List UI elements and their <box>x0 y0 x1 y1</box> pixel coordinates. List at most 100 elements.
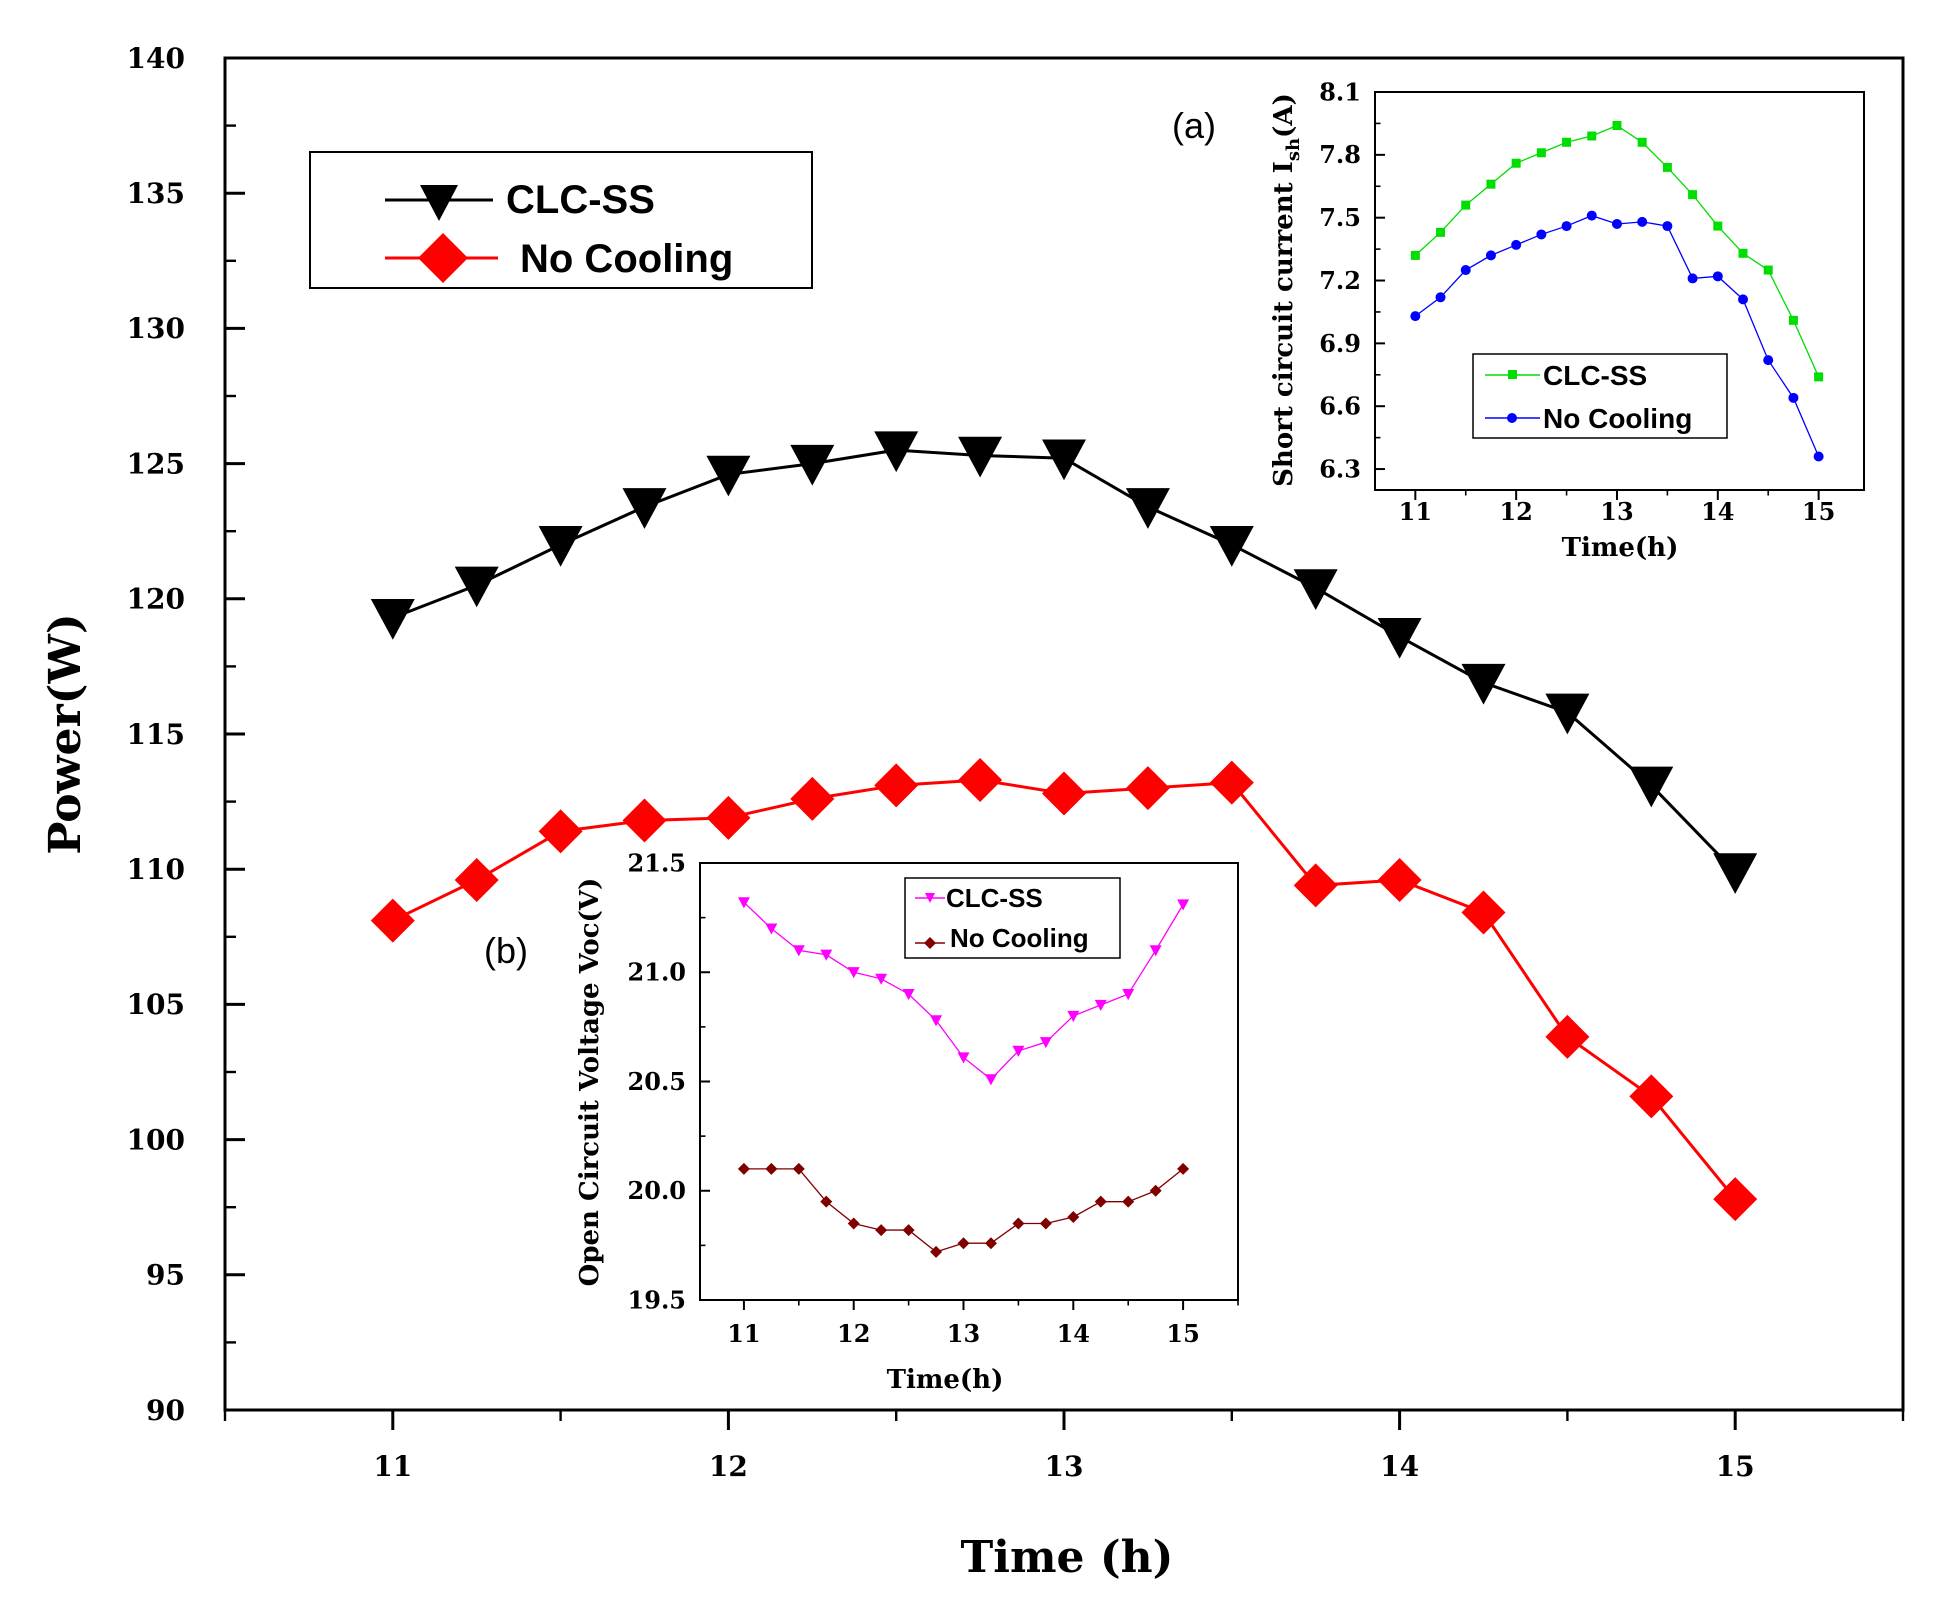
inset-b-series-0-point <box>957 1052 970 1064</box>
inset-b-x-tick-label: 15 <box>1166 1319 1199 1348</box>
inset-b-series-1-point <box>984 1237 997 1250</box>
inset-b-x-tick-label: 13 <box>947 1319 980 1348</box>
inset-a-series-0-point <box>1511 158 1521 168</box>
inset-a-series-1-point <box>1485 250 1496 261</box>
main-series-1-point <box>1125 766 1170 811</box>
main-y-tick-label: 120 <box>127 583 185 616</box>
main-series-1-point <box>1293 863 1338 908</box>
inset-a-x-tick-label: 13 <box>1600 497 1633 526</box>
main-series-1-point <box>538 809 583 854</box>
inset-a-legend-label-no-cooling: No Cooling <box>1543 403 1692 434</box>
main-series-0-point <box>790 444 835 486</box>
legend-label-clc-ss: CLC-SS <box>506 178 655 222</box>
inset-a-series-0-point <box>1788 315 1798 325</box>
main-series-1-point <box>1377 858 1422 903</box>
inset-b-series-1-point <box>902 1224 915 1237</box>
inset-a-series-1-point <box>1738 294 1749 305</box>
inset-a-legend-marker-clc-ss <box>1508 370 1517 379</box>
main-y-tick-label: 110 <box>127 853 185 886</box>
inset-b-series-0-point <box>930 1015 943 1027</box>
inset-a-series-0-point <box>1637 137 1647 147</box>
inset-a-series-1-point <box>1410 311 1421 322</box>
main-series-0-point <box>1125 488 1170 529</box>
main-y-tick-label: 125 <box>127 447 185 480</box>
main-x-tick-label: 12 <box>709 1450 748 1483</box>
inset-a-chart: 6.3 6.6 6.9 7.2 7.5 7.8 8.1 11 12 13 14 15 (a) Time… <box>1172 77 1865 563</box>
main-series-1-point <box>874 763 919 808</box>
main-y-tick-label: 130 <box>127 312 185 345</box>
inset-b-series-1-point <box>820 1195 833 1208</box>
legend-marker-clc-ss <box>420 185 458 221</box>
inset-a-series-0-point <box>1814 372 1824 382</box>
inset-b-x-tick-label: 12 <box>837 1319 870 1348</box>
inset-a-series-1-point <box>1460 265 1471 276</box>
inset-b-chart: 19.5 20.0 20.5 21.0 21.5 11 12 13 14 15 (b) Time(… <box>484 848 1240 1395</box>
inset-a-series-1-point <box>1763 355 1774 366</box>
inset-a-panel-label: (a) <box>1172 105 1216 146</box>
main-series-0-point <box>1545 693 1590 735</box>
inset-b-x-tick-label: 14 <box>1057 1319 1090 1348</box>
main-series-1-point <box>370 898 415 943</box>
inset-a-background <box>1365 90 1854 510</box>
inset-a-series-1-point <box>1813 451 1824 462</box>
main-series-1-point <box>706 795 751 840</box>
inset-a-series-0-point <box>1662 162 1672 172</box>
inset-a-x-tick-label: 14 <box>1701 497 1734 526</box>
inset-b-series-0-point <box>1094 999 1107 1012</box>
inset-a-series-0-point <box>1738 248 1748 258</box>
inset-b-series-1-point <box>765 1162 778 1175</box>
inset-a-series-1-point <box>1435 292 1446 303</box>
inset-a-x-tick-label: 15 <box>1802 497 1835 526</box>
inset-a-series-0-point <box>1612 121 1622 131</box>
inset-b-series-0-point <box>820 949 833 961</box>
inset-b-series-0-point <box>1122 989 1135 1001</box>
inset-b-legend-marker-no-cooling <box>924 937 936 949</box>
inset-a-y-tick-label: 6.3 <box>1319 454 1361 483</box>
inset-a-y-tick-label: 7.8 <box>1319 140 1361 169</box>
inset-a-series-1-point <box>1586 210 1597 221</box>
main-series-0-point <box>706 455 751 497</box>
main-series-0-point <box>1209 526 1254 567</box>
main-series-0-point <box>1629 766 1674 808</box>
main-series-1-point <box>1042 771 1086 816</box>
legend-marker-no-cooling <box>418 233 468 283</box>
inset-b-series-1-point <box>1067 1210 1080 1223</box>
inset-b-series-0-point <box>1149 945 1162 957</box>
inset-a-series-0-point <box>1763 265 1773 275</box>
main-series-0-point <box>538 526 583 567</box>
inset-b-legend-label-clc-ss: CLC-SS <box>946 883 1043 913</box>
inset-a-plot-frame <box>1374 91 1865 491</box>
main-x-tick-label: 13 <box>1045 1450 1084 1483</box>
inset-a-legend-box <box>1472 353 1728 439</box>
main-y-tick-label: 135 <box>127 177 185 210</box>
inset-a-x-axis-label: Time(h) <box>1562 533 1679 563</box>
inset-b-series-1-point <box>930 1245 943 1258</box>
inset-b-x-tick-label: 11 <box>727 1319 760 1348</box>
main-series-0-point <box>1377 617 1422 659</box>
main-x-tick-label: 11 <box>373 1450 412 1483</box>
main-series-0-point <box>1713 853 1758 894</box>
inset-b-y-tick-label: 20.0 <box>628 1176 686 1205</box>
inset-b-y-axis-label: Open Circuit Voltage Voc(V) <box>575 878 605 1287</box>
inset-a-series-1-point <box>1536 229 1547 240</box>
main-series-1-point <box>1461 890 1506 935</box>
inset-a-y-tick-label: 7.5 <box>1319 203 1361 232</box>
main-y-tick-label: 105 <box>127 988 185 1021</box>
inset-a-x-tick-label: 12 <box>1499 497 1532 526</box>
inset-b-series-0-point <box>847 967 860 979</box>
inset-a-series-1-point <box>1511 239 1522 250</box>
main-y-tick-label: 140 <box>127 42 185 75</box>
inset-b-series-1-point <box>1094 1195 1107 1208</box>
inset-a-series-1-point <box>1788 392 1799 403</box>
main-y-tick-label: 95 <box>146 1259 185 1292</box>
inset-b-series-1-point <box>1122 1195 1135 1208</box>
main-legend: CLC-SS No Cooling <box>309 151 813 289</box>
main-legend-box <box>309 151 813 289</box>
inset-a-series-0-point <box>1461 200 1471 210</box>
inset-b-series-0-point <box>1012 1045 1025 1057</box>
inset-a-series-0-point <box>1688 190 1698 200</box>
inset-b-series-1-point <box>1177 1162 1190 1175</box>
inset-a-series-0-point <box>1410 250 1420 260</box>
inset-a-legend-marker-no-cooling <box>1507 413 1517 423</box>
